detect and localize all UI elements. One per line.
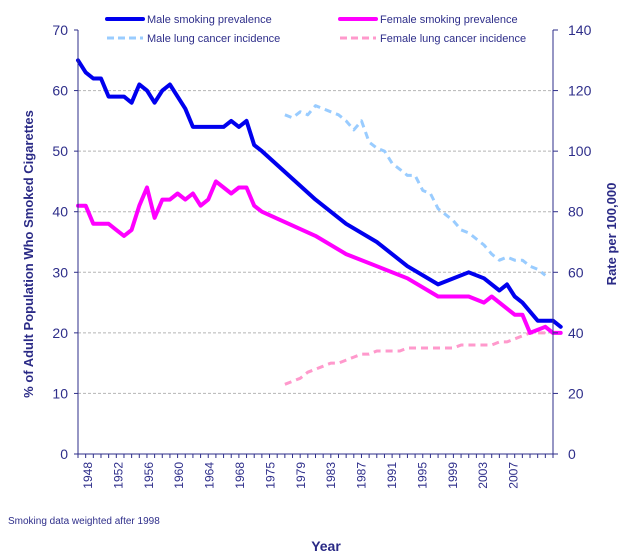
x-tick-label: 1948	[81, 462, 95, 489]
y-tick-label-right: 0	[568, 446, 576, 462]
legend-label: Female lung cancer incidence	[380, 33, 526, 45]
y-tick-label-right: 40	[568, 325, 584, 341]
y-tick-label-right: 20	[568, 385, 584, 401]
y-tick-label-left: 40	[52, 204, 68, 220]
y-tick-label-left: 10	[52, 385, 68, 401]
y-tick-label-left: 60	[52, 83, 68, 99]
series-layer	[76, 58, 563, 386]
legend-item: Female lung cancer incidence	[340, 33, 526, 45]
y-tick-label-left: 20	[52, 325, 68, 341]
x-tick-label: 1999	[446, 462, 460, 489]
y-axis-title-right: Rate per 100,000	[604, 183, 619, 286]
y-axis-title-left: % of Adult Population Who Smoked Cigaret…	[21, 110, 36, 398]
x-axis-title: Year	[311, 538, 341, 554]
series-line-female-lung-cancer-incidence	[284, 331, 546, 386]
x-tick-label: 1964	[203, 462, 217, 489]
x-tick-label: 1956	[142, 462, 156, 489]
legend-label: Male lung cancer incidence	[147, 33, 280, 45]
legend: Male smoking prevalence Male lung cancer …	[105, 14, 526, 45]
gridlines	[78, 90, 553, 394]
series-line-male-lung-cancer-incidence	[284, 104, 547, 277]
right-y-ticks: 0 20 40 60 80 100 120 140	[553, 22, 592, 462]
x-tick-label: 2007	[507, 462, 521, 489]
y-tick-label-right: 100	[568, 143, 592, 159]
legend-item: Male smoking prevalence	[105, 14, 272, 26]
x-tick-label: 1960	[172, 462, 186, 489]
series-line-female-smoking-prevalence	[76, 179, 563, 335]
x-tick-label: 1995	[415, 462, 429, 489]
x-tick-label: 1975	[263, 462, 277, 489]
legend-label: Male smoking prevalence	[147, 14, 272, 26]
x-tick-label: 2003	[476, 462, 490, 489]
y-tick-label-right: 60	[568, 264, 584, 280]
y-tick-label-right: 120	[568, 83, 592, 99]
x-tick-label: 1952	[111, 462, 125, 489]
footnote: Smoking data weighted after 1998	[8, 516, 160, 527]
y-tick-label-right: 80	[568, 204, 584, 220]
y-tick-label-left: 0	[60, 446, 68, 462]
legend-item: Male lung cancer incidence	[107, 33, 280, 45]
x-ticks: 1948 1952 1956 1960 1964 1968 1975 1979 1983 1987…	[77, 454, 554, 489]
left-y-ticks: 0 10 20 30 40 50 60 70	[52, 22, 78, 462]
legend-label: Female smoking prevalence	[380, 14, 518, 26]
series-line-male-smoking-prevalence	[76, 58, 563, 329]
x-tick-label: 1983	[324, 462, 338, 489]
x-tick-label: 1979	[294, 462, 308, 489]
x-tick-label: 1987	[355, 462, 369, 489]
y-tick-label-left: 50	[52, 143, 68, 159]
y-tick-label-left: 30	[52, 264, 68, 280]
legend-item: Female smoking prevalence	[338, 14, 518, 26]
y-tick-label-right: 140	[568, 22, 592, 38]
y-tick-label-left: 70	[52, 22, 68, 38]
x-tick-label: 1991	[385, 462, 399, 489]
x-tick-label: 1968	[233, 462, 247, 489]
